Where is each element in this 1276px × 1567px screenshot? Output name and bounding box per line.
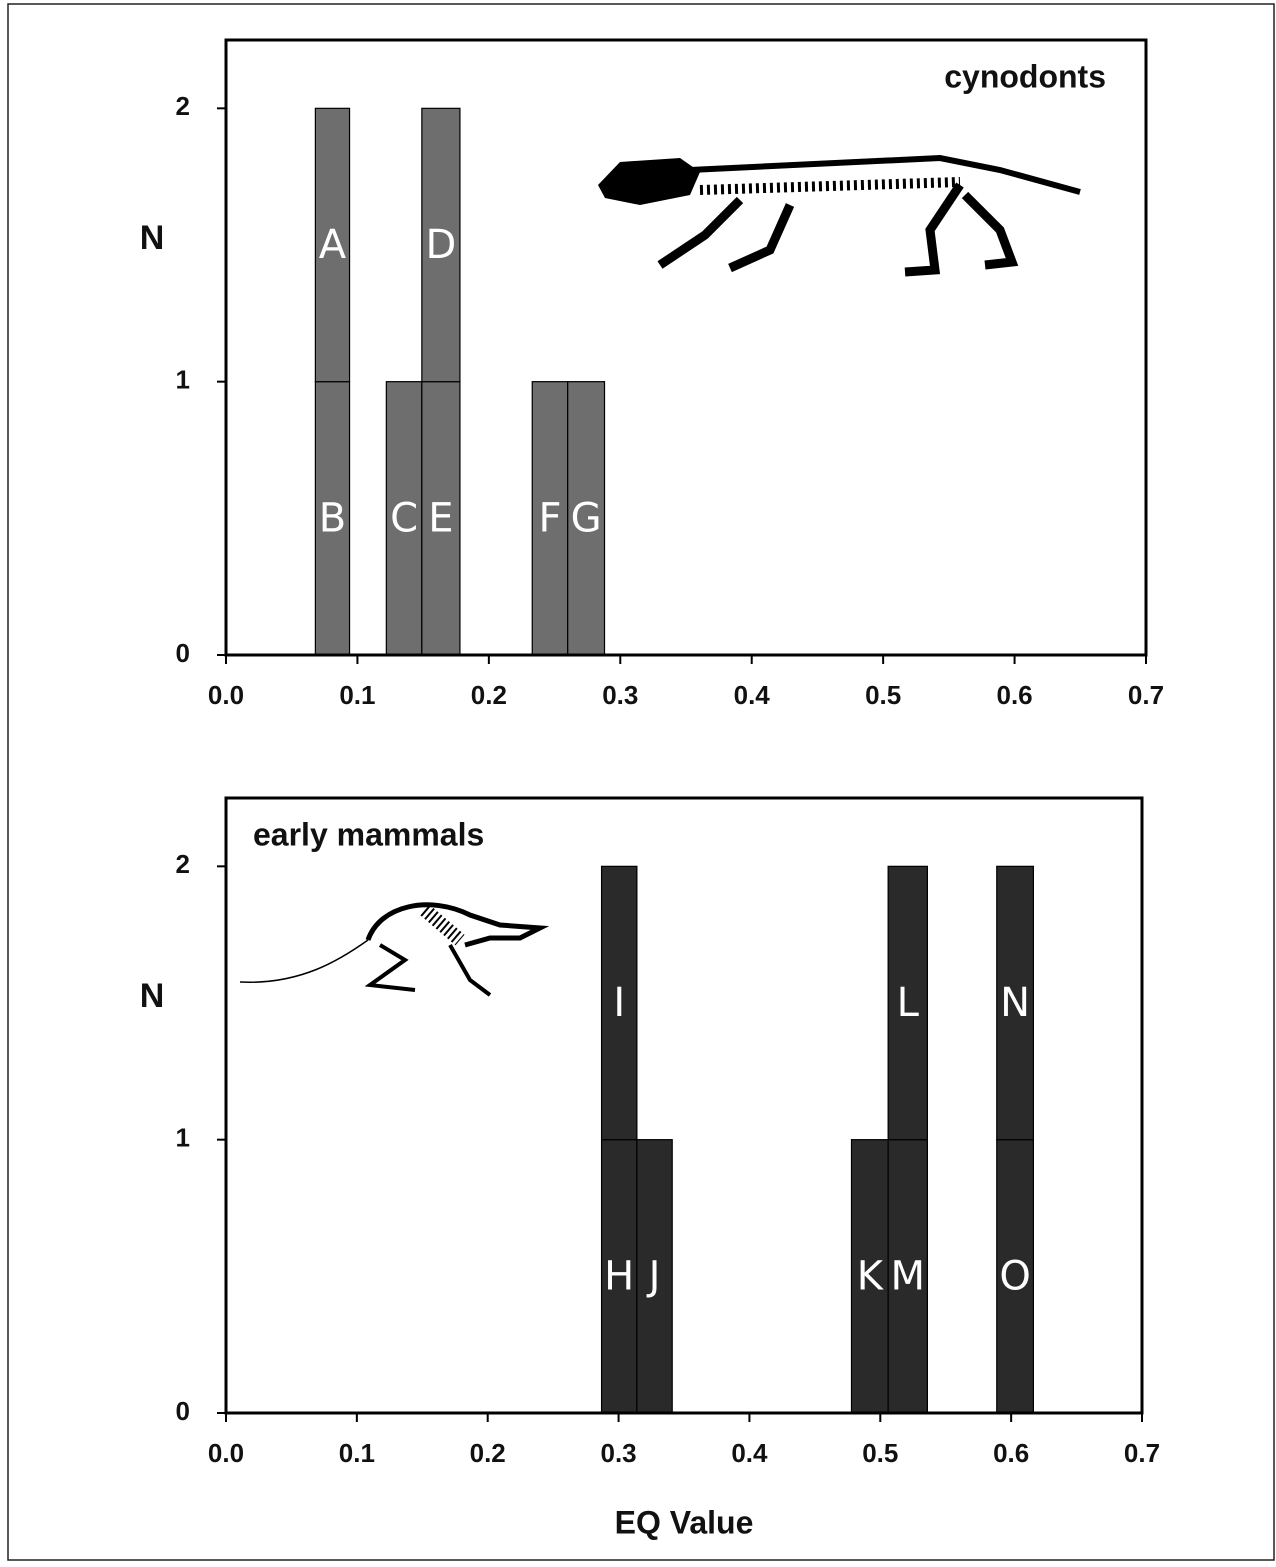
y-tick-label: 1 <box>176 1123 190 1153</box>
mammal-skeleton <box>239 902 550 997</box>
segment-label: B <box>319 495 346 541</box>
y-tick-label: 0 <box>176 1396 190 1426</box>
x-tick-label: 0.1 <box>339 680 375 710</box>
segment-label: F <box>538 495 561 541</box>
x-tick-label: 0.1 <box>339 1438 375 1468</box>
x-tick-label: 0.3 <box>602 680 638 710</box>
bar-segment <box>567 381 606 656</box>
bar-segment <box>996 865 1034 1141</box>
segment-label: D <box>425 222 456 268</box>
segment-label: G <box>571 495 602 541</box>
x-tick-label: 0.6 <box>996 680 1032 710</box>
y-axis-label: N <box>140 219 165 257</box>
segment-label: L <box>897 980 920 1026</box>
y-tick-label: 1 <box>176 365 190 395</box>
bar-segment <box>600 865 638 1141</box>
chart-title: cynodonts <box>944 58 1106 94</box>
x-tick-label: 0.0 <box>208 1438 244 1468</box>
segment-label: H <box>604 1253 634 1299</box>
bar-segment <box>314 107 351 383</box>
cynodont-skeleton <box>598 154 1081 277</box>
bar-segment <box>887 865 928 1141</box>
x-tick-label: 0.6 <box>993 1438 1029 1468</box>
bar-segment <box>636 1139 673 1414</box>
segment-label: E <box>428 495 453 541</box>
segment-label: M <box>891 1253 926 1299</box>
frame <box>7 3 1275 1561</box>
x-tick-label: 0.2 <box>470 1438 506 1468</box>
segment-label: I <box>613 980 625 1026</box>
segment-label: J <box>646 1253 661 1299</box>
x-tick-label: 0.5 <box>865 680 901 710</box>
segment-label: K <box>857 1253 885 1299</box>
chart-title: early mammals <box>253 816 484 852</box>
y-tick-label: 0 <box>176 638 190 668</box>
segment-label: A <box>319 222 347 268</box>
x-tick-label: 0.3 <box>600 1438 636 1468</box>
segment-label: N <box>1000 980 1030 1026</box>
bar-segment <box>531 381 569 656</box>
x-axis-label: EQ Value <box>615 1504 754 1540</box>
plot-frame <box>224 796 1144 1415</box>
bar-segment <box>421 381 461 656</box>
x-tick-label: 0.4 <box>734 680 771 710</box>
segment-label: C <box>390 495 418 541</box>
x-tick-label: 0.7 <box>1128 680 1164 710</box>
y-tick-label: 2 <box>176 91 190 121</box>
x-tick-label: 0.5 <box>862 1438 898 1468</box>
y-axis-label: N <box>140 977 165 1015</box>
segment-label: O <box>999 1253 1030 1299</box>
x-tick-label: 0.2 <box>471 680 507 710</box>
y-tick-label: 2 <box>176 849 190 879</box>
x-tick-label: 0.0 <box>208 680 244 710</box>
x-tick-label: 0.7 <box>1124 1438 1160 1468</box>
plot-frame <box>224 38 1148 657</box>
bar-segment <box>421 107 461 383</box>
x-tick-label: 0.4 <box>731 1438 768 1468</box>
bar-segment <box>850 1139 889 1414</box>
